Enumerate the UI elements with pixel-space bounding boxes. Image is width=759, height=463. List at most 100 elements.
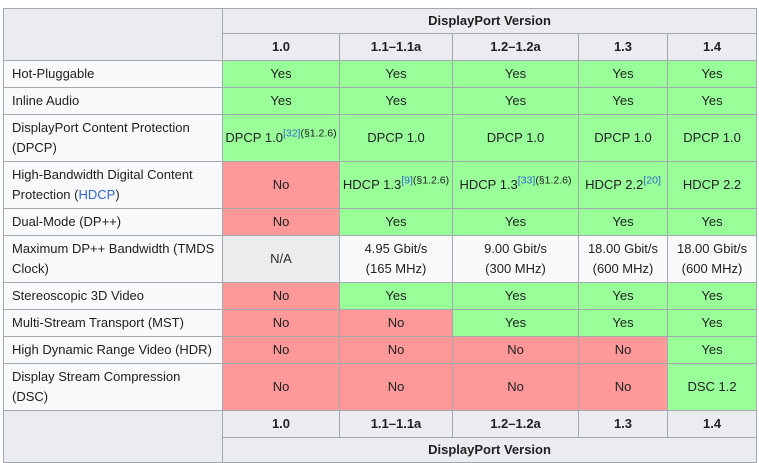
feature-cell: No	[578, 363, 668, 411]
cell-value: DPCP 1.0	[594, 130, 652, 145]
table-header: DisplayPort Version 1.0 1.1–1.1a 1.2–1.2a 1…	[3, 8, 758, 61]
feature-cell: DPCP 1.0	[666, 114, 758, 162]
feature-cell: Yes	[578, 282, 668, 310]
cell-value: Yes	[612, 93, 634, 108]
feature-cell: No	[222, 161, 340, 209]
feature-label-text: )	[115, 187, 120, 202]
hdcp-link[interactable]: HDCP	[78, 187, 116, 202]
version-label: 1.3	[578, 33, 668, 61]
cell-value: HDCP 2.2	[585, 177, 644, 192]
feature-cell: Yes	[452, 60, 579, 88]
cell-value: Yes	[612, 66, 634, 81]
cell-value: Yes	[701, 214, 723, 229]
cell-value: N/A	[270, 251, 292, 266]
feature-label-text: Dual-Mode (DP++)	[12, 214, 122, 229]
reference-link[interactable]: [33]	[517, 174, 536, 187]
feature-cell: DPCP 1.0[32](§1.2.6)	[222, 114, 340, 162]
cell-value: Yes	[504, 288, 527, 303]
cell-value-line2: (165 MHz)	[365, 261, 427, 276]
table-row: Display Stream Compression (DSC) No No No No…	[3, 363, 758, 411]
feature-cell: Yes	[666, 309, 758, 337]
feature-cell: No	[339, 336, 453, 364]
cell-value: No	[272, 379, 290, 394]
cell-value: HDCP 1.3	[342, 177, 402, 192]
feature-cell: Yes	[339, 60, 453, 88]
feature-label-text: Multi-Stream Transport (MST)	[12, 315, 184, 330]
table-footer: 1.0 1.1–1.1a 1.2–1.2a 1.3 1.4 DisplayPort Ve…	[3, 410, 758, 463]
cell-value: DPCP 1.0	[683, 130, 741, 145]
cell-value: Yes	[612, 288, 634, 303]
feature-label: High-Bandwidth Digital Content Protectio…	[3, 161, 223, 209]
table-row: Multi-Stream Transport (MST) No No Yes Yes Ye…	[3, 309, 758, 337]
cell-value: No	[507, 379, 524, 394]
feature-label: Hot-Pluggable	[3, 60, 223, 88]
feature-label-text: Stereoscopic 3D Video	[12, 288, 145, 303]
feature-cell: HDCP 1.3[9](§1.2.6)	[339, 161, 453, 209]
version-label: 1.2–1.2a	[452, 33, 579, 61]
cell-value: No	[387, 342, 405, 357]
feature-cell: DPCP 1.0	[339, 114, 453, 162]
feature-cell: Yes	[578, 208, 668, 236]
cell-value: No	[272, 315, 290, 330]
feature-label-text: Display Stream Compression (DSC)	[12, 369, 181, 404]
cell-value: Yes	[270, 93, 292, 108]
feature-label: Display Stream Compression (DSC)	[3, 363, 223, 411]
cell-value: 18.00 Gbit/s	[676, 241, 748, 256]
feature-cell: No	[222, 309, 340, 337]
feature-cell: Yes	[666, 282, 758, 310]
feature-label: Maximum DP++ Bandwidth (TMDS Clock)	[3, 235, 223, 283]
feature-cell: Yes	[339, 87, 453, 115]
cell-value: No	[507, 342, 524, 357]
cell-value: DSC 1.2	[687, 379, 737, 394]
feature-cell: 9.00 Gbit/s (300 MHz)	[452, 235, 579, 283]
cell-value: Yes	[701, 66, 723, 81]
feature-label: Inline Audio	[3, 87, 223, 115]
feature-cell: No	[222, 282, 340, 310]
feature-cell: Yes	[666, 60, 758, 88]
cell-value: No	[272, 177, 290, 192]
cell-value-line2: (600 MHz)	[681, 261, 743, 276]
cell-value: Yes	[504, 66, 527, 81]
reference-link[interactable]: [20]	[643, 174, 661, 187]
table-row: Maximum DP++ Bandwidth (TMDS Clock) N/A 4.…	[3, 235, 758, 283]
table-row: DisplayPort Content Protection (DPCP) DPC…	[3, 114, 758, 162]
table-row: High-Bandwidth Digital Content Protectio…	[3, 161, 758, 209]
feature-cell: HDCP 2.2	[666, 161, 758, 209]
version-header-row: 1.0 1.1–1.1a 1.2–1.2a 1.3 1.4	[4, 33, 758, 61]
feature-label: Dual-Mode (DP++)	[3, 208, 223, 236]
feature-label: Stereoscopic 3D Video	[3, 282, 223, 310]
feature-cell: No	[222, 336, 340, 364]
cell-value: HDCP 2.2	[682, 177, 742, 192]
feature-cell: DPCP 1.0	[452, 114, 579, 162]
cell-value: Yes	[385, 288, 407, 303]
cell-value: Yes	[504, 214, 527, 229]
table-row: Inline Audio Yes Yes Yes Yes Yes	[3, 87, 758, 115]
feature-cell: Yes	[666, 208, 758, 236]
feature-label-text: Inline Audio	[12, 93, 80, 108]
displayport-version-table: DisplayPort Version 1.0 1.1–1.1a 1.2–1.2a 1…	[3, 8, 758, 463]
feature-cell: Yes	[578, 60, 668, 88]
cell-value: No	[614, 379, 632, 394]
reference-link[interactable]: [9]	[401, 174, 413, 187]
feature-cell: Yes	[452, 208, 579, 236]
cell-value: DPCP 1.0	[367, 130, 425, 145]
feature-label-text: Maximum DP++ Bandwidth (TMDS Clock)	[12, 241, 215, 276]
feature-cell: DPCP 1.0	[578, 114, 668, 162]
version-label: 1.3	[578, 410, 668, 438]
feature-label: DisplayPort Content Protection (DPCP)	[3, 114, 223, 162]
cell-value: Yes	[270, 66, 292, 81]
reference-link[interactable]: [32]	[282, 127, 301, 140]
header-corner-cell	[3, 8, 223, 61]
cell-value: DPCP 1.0	[225, 130, 283, 145]
feature-cell: No	[222, 208, 340, 236]
cell-value: No	[614, 342, 632, 357]
feature-label-text: DisplayPort Content Protection (DPCP)	[12, 120, 190, 155]
feature-cell: No	[578, 336, 668, 364]
feature-cell: Yes	[452, 282, 579, 310]
table-title-bottom: DisplayPort Version	[221, 437, 758, 463]
section-note: (§1.2.6)	[535, 174, 572, 187]
cell-value: No	[272, 214, 290, 229]
table-row: Stereoscopic 3D Video No Yes Yes Yes Yes	[3, 282, 758, 310]
footer-corner-cell	[3, 410, 223, 463]
cell-value: Yes	[504, 315, 527, 330]
